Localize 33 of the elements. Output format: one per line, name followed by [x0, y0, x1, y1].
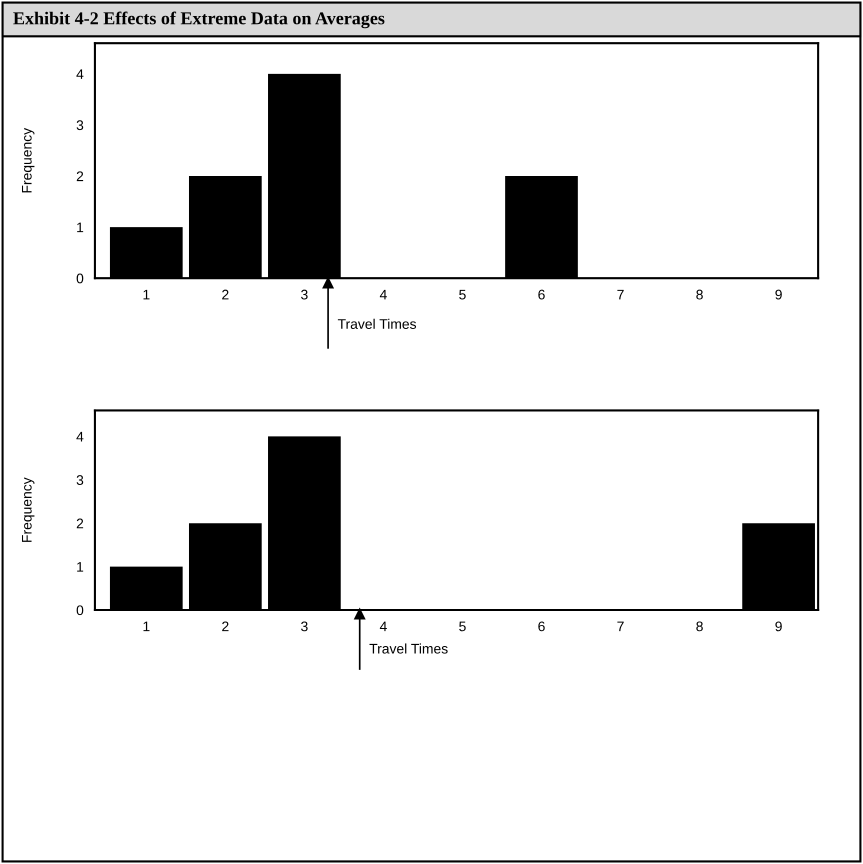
y-axis-title: Frequency	[22, 477, 34, 542]
x-tick-label: 9	[775, 621, 782, 632]
x-tick-label: 3	[301, 621, 308, 632]
x-tick-label: 6	[538, 621, 545, 632]
x-tick-label: 1	[144, 290, 150, 300]
y-tick-label: 3	[76, 120, 84, 130]
x-tick-label: 5	[459, 290, 466, 300]
x-tick-label: 2	[222, 290, 229, 300]
x-tick-label: 5	[459, 622, 466, 632]
y-axis-title: Frequency	[22, 128, 34, 192]
y-tick-label: 2	[76, 171, 84, 182]
x-tick-label: 7	[617, 622, 624, 632]
y-tick-label: 3	[76, 475, 84, 485]
x-tick-label: 8	[696, 290, 703, 300]
y-tick-label: 1	[77, 222, 84, 232]
x-tick-label: 2	[222, 621, 229, 632]
ref-line-label: Travel Times	[338, 318, 416, 329]
x-tick-label: 4	[380, 622, 387, 632]
x-tick-label: 3	[301, 290, 308, 300]
x-tick-label: 9	[775, 290, 782, 300]
x-tick-label: 1	[144, 622, 150, 632]
chart-title: Exhibit 4-2 Effects of Extreme Data on Averages	[13, 12, 384, 28]
ref-line-label: Travel Times	[370, 643, 448, 654]
y-tick-label: 2	[76, 518, 84, 528]
y-tick-label: 0	[76, 605, 84, 616]
y-tick-label: 4	[76, 432, 84, 442]
y-tick-label: 0	[76, 274, 84, 284]
x-tick-label: 8	[696, 621, 703, 632]
y-tick-label: 1	[77, 562, 84, 572]
x-tick-label: 6	[538, 290, 545, 300]
x-tick-label: 4	[380, 290, 387, 300]
y-tick-label: 4	[76, 69, 84, 79]
x-tick-label: 7	[617, 290, 624, 300]
